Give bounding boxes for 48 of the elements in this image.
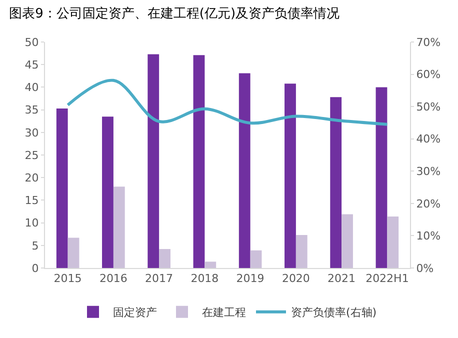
x-tick-label: 2020 [282,272,310,286]
y2-tick-label: 30% [416,164,441,178]
y2-tick-label: 40% [416,132,441,146]
bar [342,214,353,268]
bar [68,238,80,268]
bar [193,55,205,268]
bar [250,250,262,268]
bar [204,262,216,268]
bar [102,116,114,268]
y2-tick-label: 60% [416,68,441,82]
bar [296,235,308,268]
y2-tick-label: 0% [416,262,434,275]
y-tick-label: 15 [24,194,39,208]
x-tick-label: 2015 [54,272,82,286]
bar [330,97,342,268]
y2-tick-label: 20% [416,197,441,210]
y-tick-label: 25 [24,148,39,162]
bar [387,216,399,268]
y-tick-label: 30 [24,126,39,140]
y-tick-label: 10 [24,216,39,230]
y-tick-label: 0 [32,262,39,275]
y-tick-label: 45 [24,58,39,72]
y-tick-label: 50 [24,36,39,49]
bar [284,84,296,268]
y2-tick-label: 50% [416,100,441,114]
y-tick-label: 20 [24,171,39,184]
y2-tick-label: 70% [416,36,441,49]
bar [148,54,160,268]
bar [56,108,68,268]
y-tick-label: 35 [24,104,39,117]
legend-label: 固定资产 [113,306,157,320]
x-tick-label: 2021 [328,272,356,286]
y-tick-label: 5 [32,239,39,252]
bar [113,186,125,268]
legend-label: 在建工程 [202,306,246,320]
bar [159,249,170,268]
x-tick-label: 2017 [145,272,174,286]
bar [238,73,250,268]
line-series [66,78,389,126]
x-tick-label: 2022H1 [366,272,409,286]
legend-label: 资产负债率(右轴) [291,306,377,320]
chart-title: 图表9：公司固定资产、在建工程(亿元)及资产负债率情况 [9,6,340,22]
x-tick-label: 2018 [190,272,219,286]
bar [376,87,388,268]
y2-tick-label: 10% [416,230,441,243]
x-tick-label: 2019 [236,272,264,286]
y-tick-label: 40 [24,81,39,94]
x-tick-label: 2016 [99,272,128,286]
